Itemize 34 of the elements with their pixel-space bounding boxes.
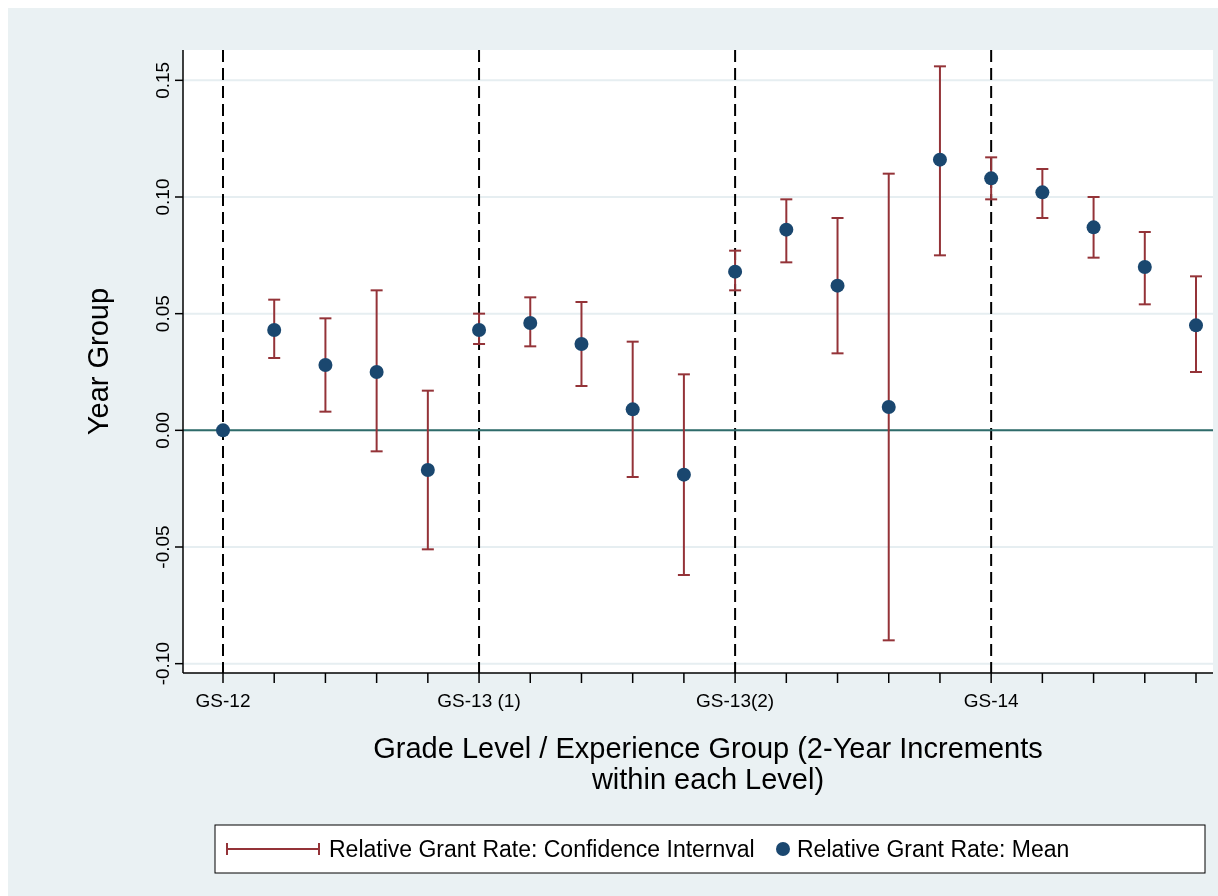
point xyxy=(1035,185,1050,200)
x-tick-label: GS-12 xyxy=(195,690,251,711)
point xyxy=(523,316,538,330)
y-tick-label: -0.05 xyxy=(152,525,173,569)
y-tick-label: -0.10 xyxy=(152,642,173,686)
point xyxy=(472,323,487,337)
point xyxy=(1137,260,1152,274)
x-tick-label: GS-13 (1) xyxy=(437,690,521,711)
point xyxy=(420,463,435,477)
y-tick-label: 0.00 xyxy=(152,411,173,449)
point xyxy=(779,222,794,237)
x-axis-title: Grade Level / Experience Group (2-Year Increments within each Level) xyxy=(373,732,1043,795)
point xyxy=(984,171,999,186)
point xyxy=(625,402,640,417)
y-tick-label: 0.05 xyxy=(152,295,173,333)
x-tick-label: GS-14 xyxy=(963,690,1020,711)
text: Relative Grant Rate: Confidence Internval xyxy=(329,836,755,862)
point xyxy=(216,423,230,438)
point xyxy=(574,337,589,351)
point xyxy=(318,358,333,372)
point xyxy=(881,400,896,414)
y-tick-label: 0.10 xyxy=(152,178,173,216)
y-tick-label: 0.15 xyxy=(152,61,173,99)
point xyxy=(932,152,947,167)
point xyxy=(676,467,691,482)
x-tick-label: GS-13(2) xyxy=(696,690,775,711)
point xyxy=(728,264,743,279)
legend-label: Relative Grant Rate: Mean xyxy=(797,836,1070,862)
y-axis-title: Year Group xyxy=(82,287,114,436)
point xyxy=(369,365,384,379)
point xyxy=(1086,220,1101,235)
point xyxy=(1189,318,1203,333)
point xyxy=(267,323,282,337)
point xyxy=(830,278,845,293)
